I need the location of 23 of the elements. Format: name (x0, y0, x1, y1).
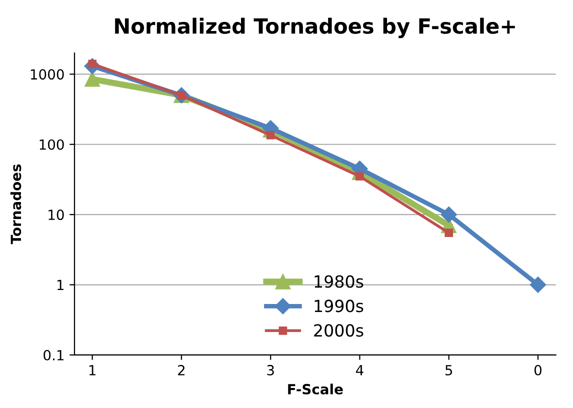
point (440, 206, 457, 223)
point (444, 228, 454, 237)
point (356, 172, 364, 181)
y-tick-label: 1 (57, 280, 64, 290)
y-tick-label: 1000 (30, 69, 64, 80)
point (266, 131, 275, 140)
point (530, 276, 546, 293)
legend-label: 1990s (314, 300, 364, 312)
x-tick-label: 1 (89, 365, 96, 376)
legend-label: 1980s (314, 275, 364, 288)
y-tick-label: 10 (48, 210, 64, 220)
x-axis-title: F-Scale (288, 384, 343, 394)
x-tick-label: 2 (178, 364, 184, 376)
x-tick-label: 5 (446, 365, 452, 376)
y-tick-label: 0.1 (44, 350, 64, 360)
chart-title: Normalized Tornadoes by F-scale+ (115, 18, 515, 38)
x-tick-label: 4 (356, 365, 364, 376)
x-tick-label: 3 (267, 364, 274, 376)
y-tick-label: 100 (40, 139, 64, 150)
x-tick-label: 0 (534, 364, 542, 376)
point (84, 71, 100, 87)
y-axis-title: Tornadoes (10, 164, 22, 244)
legend-label: 2000s (314, 324, 364, 337)
